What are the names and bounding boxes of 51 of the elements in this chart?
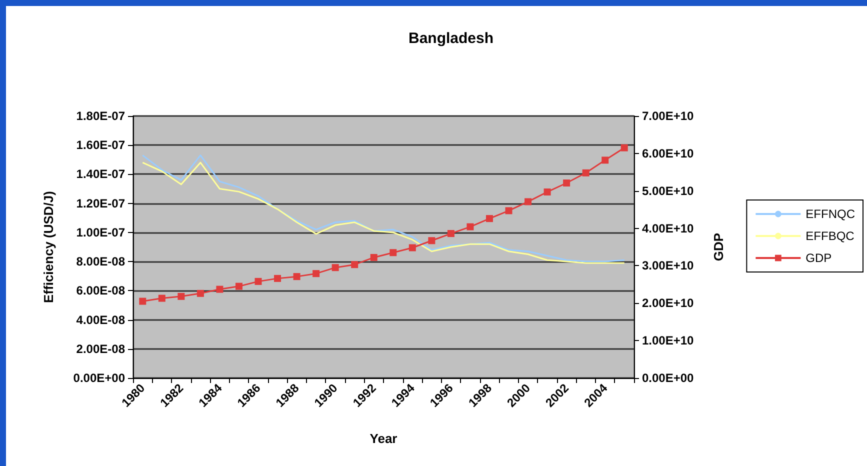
point — [254, 278, 262, 285]
y2-tick-label: 4.00E+10 — [642, 221, 694, 236]
chart-title: Bangladesh — [408, 30, 494, 47]
y-tick-label: 4.00E-08 — [76, 312, 126, 327]
x-axis-title: Year — [370, 431, 398, 446]
point — [524, 198, 532, 206]
y-tick-label: 1.60E-07 — [76, 138, 126, 152]
point — [408, 244, 416, 252]
point — [563, 179, 570, 186]
point — [602, 156, 609, 164]
y2-tick-label: 0.00E+00 — [642, 371, 694, 385]
legend-label: EFFBQC — [806, 229, 855, 243]
y-tick-label: 0.00E+00 — [73, 371, 126, 385]
point — [139, 298, 146, 305]
point — [274, 274, 282, 282]
point — [390, 249, 397, 256]
y2-tick-label: 6.00E+10 — [642, 146, 694, 160]
point — [196, 290, 204, 297]
y2-axis-title: GDP — [711, 232, 726, 262]
y-tick-label: 6.00E-08 — [76, 284, 126, 298]
point — [466, 223, 474, 230]
point — [370, 254, 378, 261]
legend-label: EFFNQC — [806, 207, 856, 221]
y2-tick-label: 1.00E+10 — [642, 334, 694, 348]
legend-label: GDP — [806, 251, 832, 265]
y2-tick-label: 2.00E+10 — [642, 296, 694, 310]
point — [486, 215, 493, 222]
point — [216, 286, 224, 293]
y-tick-label: 8.00E-08 — [76, 254, 126, 269]
y-tick-label: 1.20E-07 — [76, 196, 126, 210]
point — [235, 282, 242, 290]
y-tick-label: 2.00E-08 — [76, 342, 126, 356]
point — [428, 237, 436, 244]
y-tick-label: 1.80E-07 — [76, 109, 126, 123]
point — [293, 273, 300, 280]
point — [158, 294, 166, 302]
point — [332, 264, 339, 272]
point — [351, 261, 358, 268]
y-axis-title: Efficiency (USD/J) — [41, 191, 56, 303]
y-tick-label: 1.40E-07 — [76, 167, 126, 182]
point — [582, 169, 590, 176]
y2-tick-label: 5.00E+10 — [642, 184, 694, 198]
point — [544, 188, 551, 196]
point — [447, 230, 454, 238]
y2-tick-label: 7.00E+10 — [642, 109, 694, 123]
y-tick-label: 1.00E-07 — [76, 225, 126, 240]
y2-tick-label: 3.00E+10 — [642, 258, 694, 273]
point — [620, 144, 628, 152]
point — [312, 270, 320, 278]
point — [178, 292, 185, 300]
point — [505, 207, 512, 214]
